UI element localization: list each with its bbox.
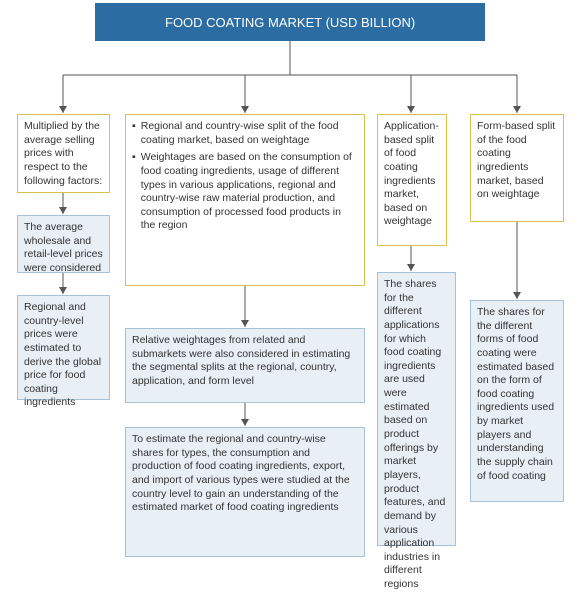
col4-box2: The shares for the different forms of fo… [470,300,564,502]
col1-box1: Multiplied by the average selling prices… [17,114,110,193]
col3-box1: Application-based split of food coating … [377,114,447,246]
col2-box1: ▪Regional and country-wise split of the … [125,114,365,286]
col2-bullet2: Weightages are based on the consumption … [141,151,358,233]
col4-box1: Form-based split of the food coating ing… [470,114,564,222]
col2-box2: Relative weightages from related and sub… [125,328,365,403]
col1-box2: The average wholesale and retail-level p… [17,215,110,273]
header-title: FOOD COATING MARKET (USD BILLION) [95,3,485,41]
col2-box3: To estimate the regional and country-wis… [125,427,365,557]
col3-box2: The shares for the different application… [377,272,456,546]
col2-bullet1: Regional and country-wise split of the f… [141,120,358,147]
col1-box3: Regional and country-level prices were e… [17,295,110,400]
